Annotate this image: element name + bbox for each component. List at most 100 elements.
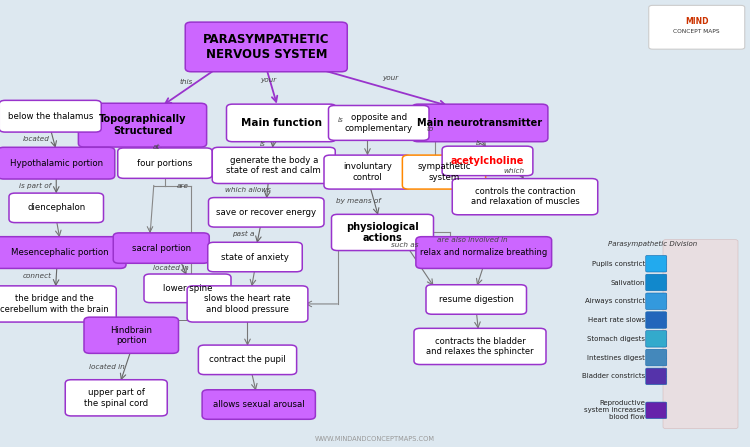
Text: upper part of
the spinal cord: upper part of the spinal cord — [84, 388, 148, 408]
Text: save or recover energy: save or recover energy — [216, 208, 316, 217]
FancyBboxPatch shape — [328, 105, 429, 140]
Text: contract the pupil: contract the pupil — [209, 355, 286, 364]
Text: relax and normalize breathing: relax and normalize breathing — [420, 248, 548, 257]
Text: slows the heart rate
and blood pressure: slows the heart rate and blood pressure — [204, 294, 291, 314]
FancyBboxPatch shape — [212, 148, 335, 183]
FancyBboxPatch shape — [226, 104, 336, 142]
Text: generate the body a
state of rest and calm: generate the body a state of rest and ca… — [226, 156, 321, 175]
Text: Stomach digests: Stomach digests — [587, 336, 645, 342]
Text: controls the contraction
and relaxation of muscles: controls the contraction and relaxation … — [471, 187, 579, 207]
Text: which: which — [503, 168, 524, 174]
FancyBboxPatch shape — [402, 155, 486, 189]
Text: involuntary
control: involuntary control — [343, 162, 392, 182]
Text: diencephalon: diencephalon — [27, 203, 86, 212]
Text: Main function: Main function — [241, 118, 322, 128]
Text: are: are — [176, 182, 188, 189]
FancyBboxPatch shape — [646, 402, 667, 418]
FancyBboxPatch shape — [646, 350, 667, 366]
Text: located in: located in — [89, 363, 125, 370]
Text: is part of: is part of — [20, 182, 51, 189]
Text: to: to — [426, 126, 433, 132]
Text: allows sexual arousal: allows sexual arousal — [213, 400, 304, 409]
Text: such as: such as — [392, 241, 418, 248]
FancyBboxPatch shape — [118, 148, 212, 178]
FancyBboxPatch shape — [209, 198, 324, 227]
Text: Parasympathetic Division: Parasympathetic Division — [608, 240, 698, 247]
Text: by means of: by means of — [336, 198, 381, 204]
Text: below the thalamus: below the thalamus — [8, 112, 93, 121]
FancyBboxPatch shape — [416, 237, 551, 268]
Text: physiological
actions: physiological actions — [346, 222, 418, 243]
Text: acetylcholine: acetylcholine — [451, 156, 524, 166]
Text: Salivation: Salivation — [610, 279, 645, 286]
Text: Airways constrict: Airways constrict — [585, 298, 645, 304]
FancyBboxPatch shape — [646, 256, 667, 272]
FancyBboxPatch shape — [9, 193, 104, 223]
Text: are also involved in: are also involved in — [437, 237, 508, 244]
Text: which allows: which allows — [224, 187, 271, 193]
Text: connect: connect — [23, 273, 52, 279]
Text: located: located — [22, 135, 50, 142]
FancyBboxPatch shape — [208, 242, 302, 272]
FancyBboxPatch shape — [442, 146, 532, 176]
Text: past a: past a — [232, 231, 255, 237]
Text: MIND: MIND — [685, 17, 709, 25]
Text: contracts the bladder
and relaxes the sphincter: contracts the bladder and relaxes the sp… — [426, 337, 534, 356]
FancyBboxPatch shape — [0, 286, 116, 322]
Text: your: your — [260, 77, 277, 84]
FancyBboxPatch shape — [84, 317, 178, 353]
Text: is: is — [338, 117, 344, 123]
FancyBboxPatch shape — [198, 345, 296, 375]
Text: Topographically
Structured: Topographically Structured — [99, 114, 186, 136]
FancyBboxPatch shape — [413, 104, 548, 142]
FancyBboxPatch shape — [324, 155, 411, 189]
FancyBboxPatch shape — [202, 390, 315, 419]
FancyBboxPatch shape — [0, 101, 101, 132]
Text: Intestines digest: Intestines digest — [587, 354, 645, 361]
Text: Heart rate slows: Heart rate slows — [588, 317, 645, 323]
FancyBboxPatch shape — [426, 285, 526, 314]
Text: Mesencephalic portion: Mesencephalic portion — [11, 248, 109, 257]
FancyBboxPatch shape — [65, 380, 167, 416]
Text: lower spine: lower spine — [163, 284, 212, 293]
FancyBboxPatch shape — [646, 293, 667, 310]
Text: is: is — [260, 141, 266, 148]
FancyBboxPatch shape — [113, 233, 209, 263]
FancyBboxPatch shape — [188, 286, 308, 322]
FancyBboxPatch shape — [663, 240, 738, 429]
Text: Bladder constricts: Bladder constricts — [582, 373, 645, 380]
FancyBboxPatch shape — [144, 274, 231, 303]
FancyBboxPatch shape — [79, 103, 206, 147]
Text: Main neurotransmitter: Main neurotransmitter — [418, 118, 542, 128]
Text: state of anxiety: state of anxiety — [221, 253, 289, 261]
Text: Reproductive
system increases
blood flow: Reproductive system increases blood flow — [584, 401, 645, 420]
FancyBboxPatch shape — [646, 368, 667, 384]
FancyBboxPatch shape — [0, 237, 126, 268]
Text: sympathetic
system: sympathetic system — [417, 162, 471, 182]
Text: this: this — [179, 79, 193, 85]
Text: resume digestion: resume digestion — [439, 295, 514, 304]
FancyBboxPatch shape — [452, 179, 598, 215]
FancyBboxPatch shape — [0, 147, 115, 179]
Text: the bridge and the
cerebellum with the brain: the bridge and the cerebellum with the b… — [0, 294, 110, 314]
FancyBboxPatch shape — [332, 215, 434, 250]
FancyBboxPatch shape — [649, 5, 745, 49]
Text: WWW.MINDANDCONCEPTMAPS.COM: WWW.MINDANDCONCEPTMAPS.COM — [315, 436, 435, 442]
Text: Hindbrain
portion: Hindbrain portion — [110, 325, 152, 345]
FancyBboxPatch shape — [646, 274, 667, 291]
Text: Hypothalamic portion: Hypothalamic portion — [10, 159, 103, 168]
Text: PARASYMPATHETIC
NERVOUS SYSTEM: PARASYMPATHETIC NERVOUS SYSTEM — [203, 33, 329, 61]
Text: at: at — [152, 144, 160, 150]
FancyBboxPatch shape — [646, 312, 667, 328]
Text: four portions: four portions — [137, 159, 193, 168]
Text: Pupils constrict: Pupils constrict — [592, 261, 645, 267]
Text: located in: located in — [153, 265, 189, 271]
FancyBboxPatch shape — [185, 22, 347, 72]
Text: is: is — [476, 140, 482, 147]
FancyBboxPatch shape — [646, 331, 667, 347]
Text: opposite and
complementary: opposite and complementary — [345, 113, 412, 133]
Text: sacral portion: sacral portion — [132, 244, 190, 253]
Text: CONCEPT MAPS: CONCEPT MAPS — [674, 29, 720, 34]
FancyBboxPatch shape — [414, 328, 546, 365]
Text: your: your — [382, 75, 398, 81]
